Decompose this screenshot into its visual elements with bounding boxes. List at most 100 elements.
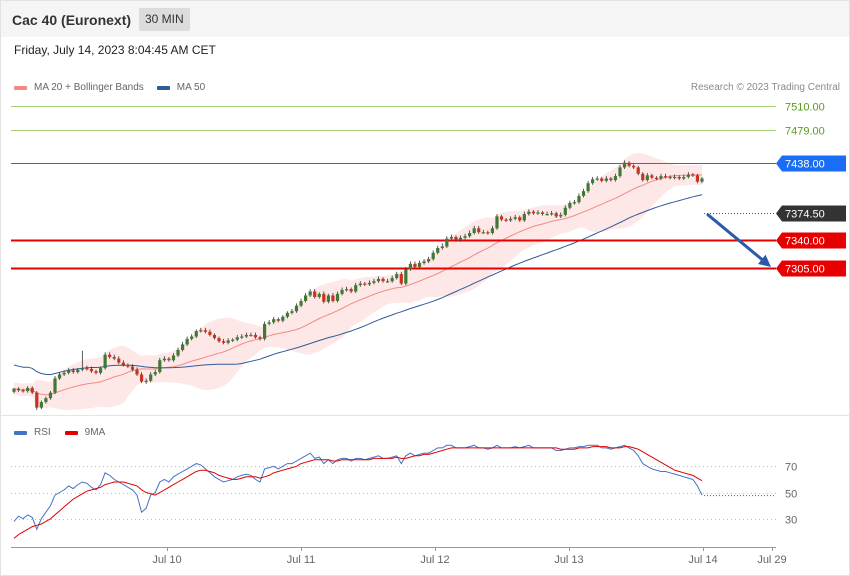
level-label-2: 7438.00 — [785, 159, 825, 171]
rsi-9ma-line — [13, 446, 703, 539]
candle-body-116 — [540, 212, 545, 215]
ma50-swatch — [156, 85, 170, 90]
rsi-swatch — [14, 430, 27, 435]
candle-body-42 — [203, 330, 207, 332]
candle-body-13 — [71, 370, 75, 373]
candle-body-124 — [577, 195, 581, 203]
candle-body-1 — [16, 388, 21, 391]
candle-body-99 — [463, 236, 467, 238]
candle-body-109 — [509, 218, 513, 221]
candle-body-78 — [367, 282, 371, 285]
candle-body-86 — [404, 269, 408, 284]
timeframe-button[interactable]: 30 MIN — [139, 8, 190, 31]
candle-body-138 — [641, 173, 645, 181]
candle-body-69 — [326, 295, 330, 302]
candle-body-51 — [244, 334, 248, 337]
candle-body-25 — [126, 364, 130, 367]
candle-body-54 — [258, 337, 262, 339]
candle-body-100 — [468, 233, 472, 237]
legend-ma50-label: MA 50 — [176, 82, 206, 93]
candle-body-136 — [632, 165, 636, 168]
legend-rsi-label: RSI — [34, 427, 51, 438]
ma20-swatch — [14, 85, 27, 90]
legend-9ma-label: 9MA — [84, 427, 106, 438]
candle-body-63 — [299, 300, 303, 306]
candle-body-90 — [422, 261, 426, 264]
candle-body-76 — [358, 283, 362, 286]
candle-body-73 — [345, 289, 349, 291]
candle-body-135 — [627, 162, 631, 166]
rsi-tick-70: 70 — [785, 462, 797, 474]
candle-body-127 — [591, 179, 595, 184]
candle-body-7 — [44, 398, 48, 403]
candle-body-10 — [57, 374, 62, 379]
candle-body-102 — [477, 228, 481, 233]
candle-body-80 — [376, 278, 381, 282]
candle-body-72 — [340, 289, 344, 294]
candle-body-88 — [413, 263, 417, 267]
candle-body-30 — [149, 374, 153, 381]
candle-body-114 — [531, 211, 536, 214]
candle-body-118 — [550, 213, 554, 215]
candle-body-71 — [335, 293, 340, 301]
candle-body-77 — [363, 283, 367, 285]
candle-body-4 — [30, 387, 34, 393]
candle-body-35 — [171, 355, 176, 361]
candle-body-82 — [386, 281, 390, 283]
candle-body-123 — [572, 202, 577, 204]
candle-body-28 — [139, 374, 144, 382]
timestamp: Friday, July 14, 2023 8:04:45 AM CET — [14, 43, 216, 57]
candle-body-65 — [308, 291, 312, 296]
candle-body-132 — [613, 176, 618, 181]
candle-body-112 — [522, 214, 526, 221]
candle-body-20 — [103, 354, 107, 369]
candle-body-91 — [427, 259, 431, 262]
level-label-4: 7340.00 — [785, 236, 825, 248]
candle-body-125 — [581, 191, 586, 196]
candle-body-46 — [221, 341, 226, 343]
level-label-0: 7510.00 — [785, 102, 825, 114]
candle-body-106 — [495, 216, 499, 229]
candle-body-33 — [162, 358, 166, 361]
candle-body-143 — [663, 176, 668, 178]
candle-body-101 — [472, 228, 476, 234]
candle-body-92 — [431, 252, 435, 260]
candle-body-128 — [595, 178, 599, 180]
candle-body-146 — [677, 176, 681, 179]
candle-body-79 — [372, 281, 376, 283]
candle-body-150 — [695, 175, 700, 182]
candle-body-41 — [199, 330, 203, 332]
candle-body-31 — [153, 372, 157, 375]
candle-body-18 — [94, 371, 98, 373]
candle-body-45 — [217, 338, 221, 342]
rsi-legend: RSI 9MA — [14, 427, 105, 438]
candle-body-43 — [208, 331, 212, 335]
rsi-ma-swatch — [64, 430, 78, 435]
candle-body-87 — [408, 263, 412, 270]
candle-body-115 — [536, 212, 540, 214]
main-legend: MA 20 + Bollinger Bands MA 50 — [14, 82, 205, 93]
candle-body-11 — [62, 372, 66, 375]
rsi-tick-50: 50 — [785, 489, 797, 501]
legend-ma20-label: MA 20 + Bollinger Bands — [34, 82, 144, 93]
candle-body-40 — [194, 330, 198, 337]
candle-body-104 — [486, 232, 490, 234]
candle-body-16 — [85, 368, 89, 370]
candle-body-144 — [668, 176, 672, 179]
candle-body-119 — [554, 213, 558, 217]
candle-body-70 — [331, 295, 335, 301]
candle-body-52 — [249, 334, 253, 337]
candle-body-68 — [322, 293, 326, 302]
candle-body-34 — [167, 358, 171, 361]
candle-body-66 — [313, 291, 317, 298]
candle-body-103 — [481, 232, 485, 234]
candle-body-29 — [144, 380, 148, 382]
candle-body-110 — [513, 217, 517, 219]
copyright-text: Research © 2023 Trading Central — [690, 82, 840, 93]
candle-body-67 — [317, 293, 321, 298]
header-bar: Cac 40 (Euronext) 30 MIN — [1, 1, 849, 37]
candle-body-24 — [121, 362, 125, 365]
level-label-5: 7305.00 — [785, 264, 825, 276]
candle-body-61 — [290, 311, 294, 313]
candle-body-57 — [272, 319, 276, 323]
